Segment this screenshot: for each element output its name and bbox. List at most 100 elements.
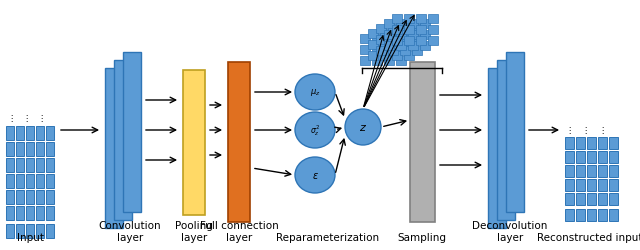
Bar <box>46 142 54 156</box>
Bar <box>404 52 414 61</box>
Bar <box>598 179 607 191</box>
Bar <box>16 142 24 156</box>
Bar <box>26 206 34 220</box>
Bar <box>587 152 596 163</box>
Bar <box>587 138 596 149</box>
Bar <box>488 69 506 228</box>
Bar <box>388 47 398 56</box>
Bar <box>388 25 398 34</box>
Text: ⋮: ⋮ <box>22 113 30 122</box>
Bar <box>420 31 430 40</box>
Bar <box>587 209 596 221</box>
Bar <box>412 36 422 45</box>
Bar <box>384 57 394 66</box>
Bar <box>598 193 607 205</box>
Text: $\sigma_z^2$: $\sigma_z^2$ <box>310 123 320 138</box>
Bar <box>16 190 24 204</box>
Bar <box>123 53 141 212</box>
Bar <box>609 152 618 163</box>
Bar <box>360 46 370 55</box>
Bar <box>16 126 24 140</box>
Bar <box>396 20 406 29</box>
Bar <box>609 165 618 177</box>
Bar <box>410 63 435 222</box>
Text: ⋮: ⋮ <box>565 125 573 134</box>
Bar <box>46 126 54 140</box>
Bar <box>392 15 402 24</box>
Bar <box>368 30 378 39</box>
Bar <box>565 209 574 221</box>
Bar <box>376 25 386 34</box>
Text: Convolution
layer: Convolution layer <box>99 220 161 242</box>
Bar <box>372 35 382 44</box>
Bar <box>404 37 414 46</box>
Text: ⋮: ⋮ <box>598 125 606 134</box>
Bar <box>576 138 585 149</box>
Bar <box>404 41 414 50</box>
Bar <box>46 174 54 188</box>
Bar <box>6 142 14 156</box>
Bar <box>420 20 430 29</box>
Bar <box>388 36 398 45</box>
Bar <box>380 52 390 61</box>
Text: Sampling: Sampling <box>397 232 447 242</box>
Bar <box>26 142 34 156</box>
Bar <box>598 165 607 177</box>
Bar <box>46 224 54 238</box>
Bar <box>36 224 44 238</box>
Bar <box>420 42 430 51</box>
Bar <box>384 35 394 44</box>
Text: ⋮: ⋮ <box>37 113 45 122</box>
Bar <box>506 53 524 212</box>
Text: $\mu_z$: $\mu_z$ <box>310 87 320 98</box>
Bar <box>183 71 205 215</box>
Bar <box>396 46 406 55</box>
Bar <box>36 126 44 140</box>
Bar <box>392 37 402 46</box>
Text: Pooling
layer: Pooling layer <box>175 220 213 242</box>
Bar <box>384 31 394 40</box>
Bar <box>400 36 410 45</box>
Bar <box>228 63 250 222</box>
Bar <box>404 26 414 35</box>
Bar <box>565 152 574 163</box>
Bar <box>26 190 34 204</box>
Bar <box>576 165 585 177</box>
Bar <box>368 41 378 50</box>
Bar <box>384 42 394 51</box>
Text: ⋮: ⋮ <box>581 125 589 134</box>
Bar <box>609 209 618 221</box>
Text: Input: Input <box>17 232 44 242</box>
Text: Reparameterization: Reparameterization <box>276 232 380 242</box>
Bar <box>404 30 414 39</box>
Bar <box>396 57 406 66</box>
Bar <box>587 165 596 177</box>
Bar <box>376 36 386 45</box>
Bar <box>609 138 618 149</box>
Bar <box>565 193 574 205</box>
Bar <box>416 37 426 46</box>
Bar <box>380 41 390 50</box>
Bar <box>565 138 574 149</box>
Bar <box>360 57 370 66</box>
Bar <box>392 26 402 35</box>
Ellipse shape <box>345 110 381 146</box>
Bar <box>36 158 44 172</box>
Bar <box>36 174 44 188</box>
Bar <box>598 152 607 163</box>
Bar <box>428 26 438 35</box>
Bar <box>16 224 24 238</box>
Bar <box>428 37 438 46</box>
Bar <box>587 179 596 191</box>
Bar <box>576 209 585 221</box>
Bar <box>598 209 607 221</box>
Bar <box>408 42 418 51</box>
Bar <box>372 46 382 55</box>
Bar <box>576 193 585 205</box>
Bar <box>396 31 406 40</box>
Bar <box>416 15 426 24</box>
Text: Reconstructed input: Reconstructed input <box>537 232 640 242</box>
Bar <box>412 25 422 34</box>
Bar <box>396 42 406 51</box>
Bar <box>384 20 394 29</box>
